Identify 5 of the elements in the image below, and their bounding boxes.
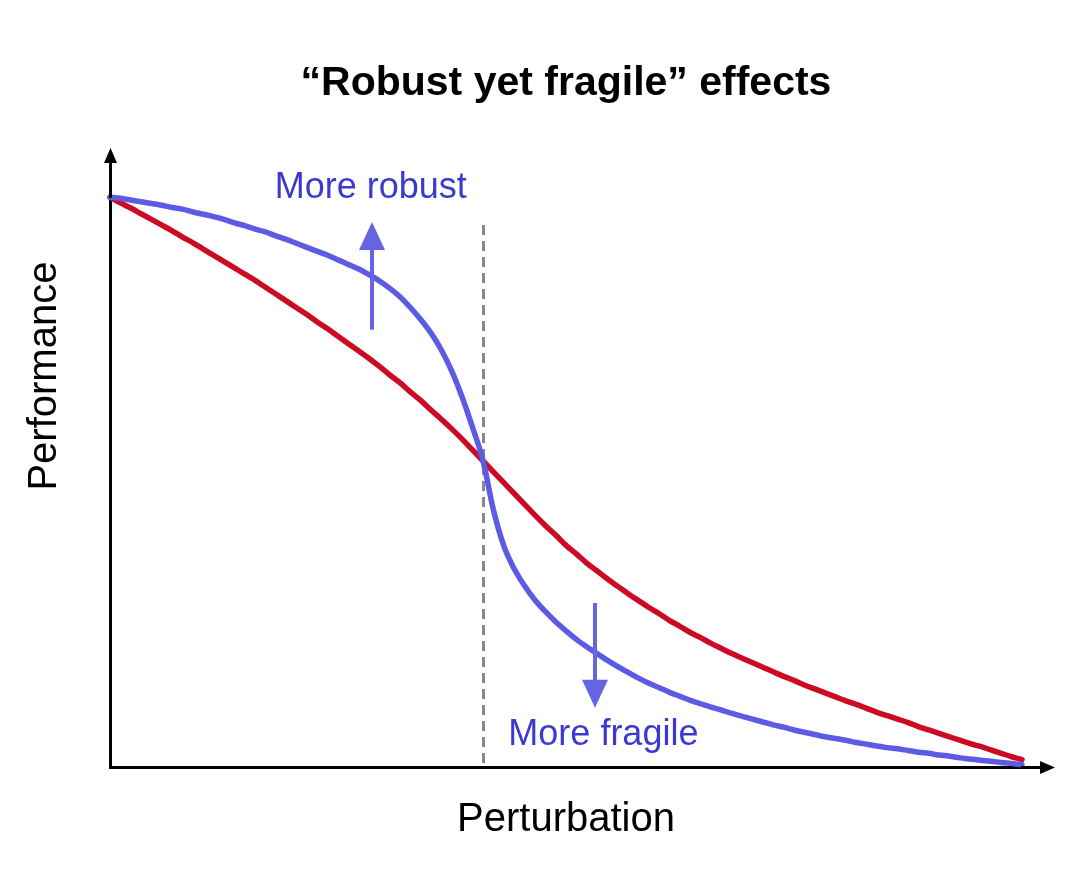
x-axis-title: Perturbation	[457, 795, 675, 840]
annotation: More robust	[274, 165, 467, 207]
y-axis-title: Performance	[20, 261, 65, 491]
chart-title: “Robust yet fragile” effects	[300, 57, 832, 104]
annotation: More fragile	[508, 712, 699, 754]
